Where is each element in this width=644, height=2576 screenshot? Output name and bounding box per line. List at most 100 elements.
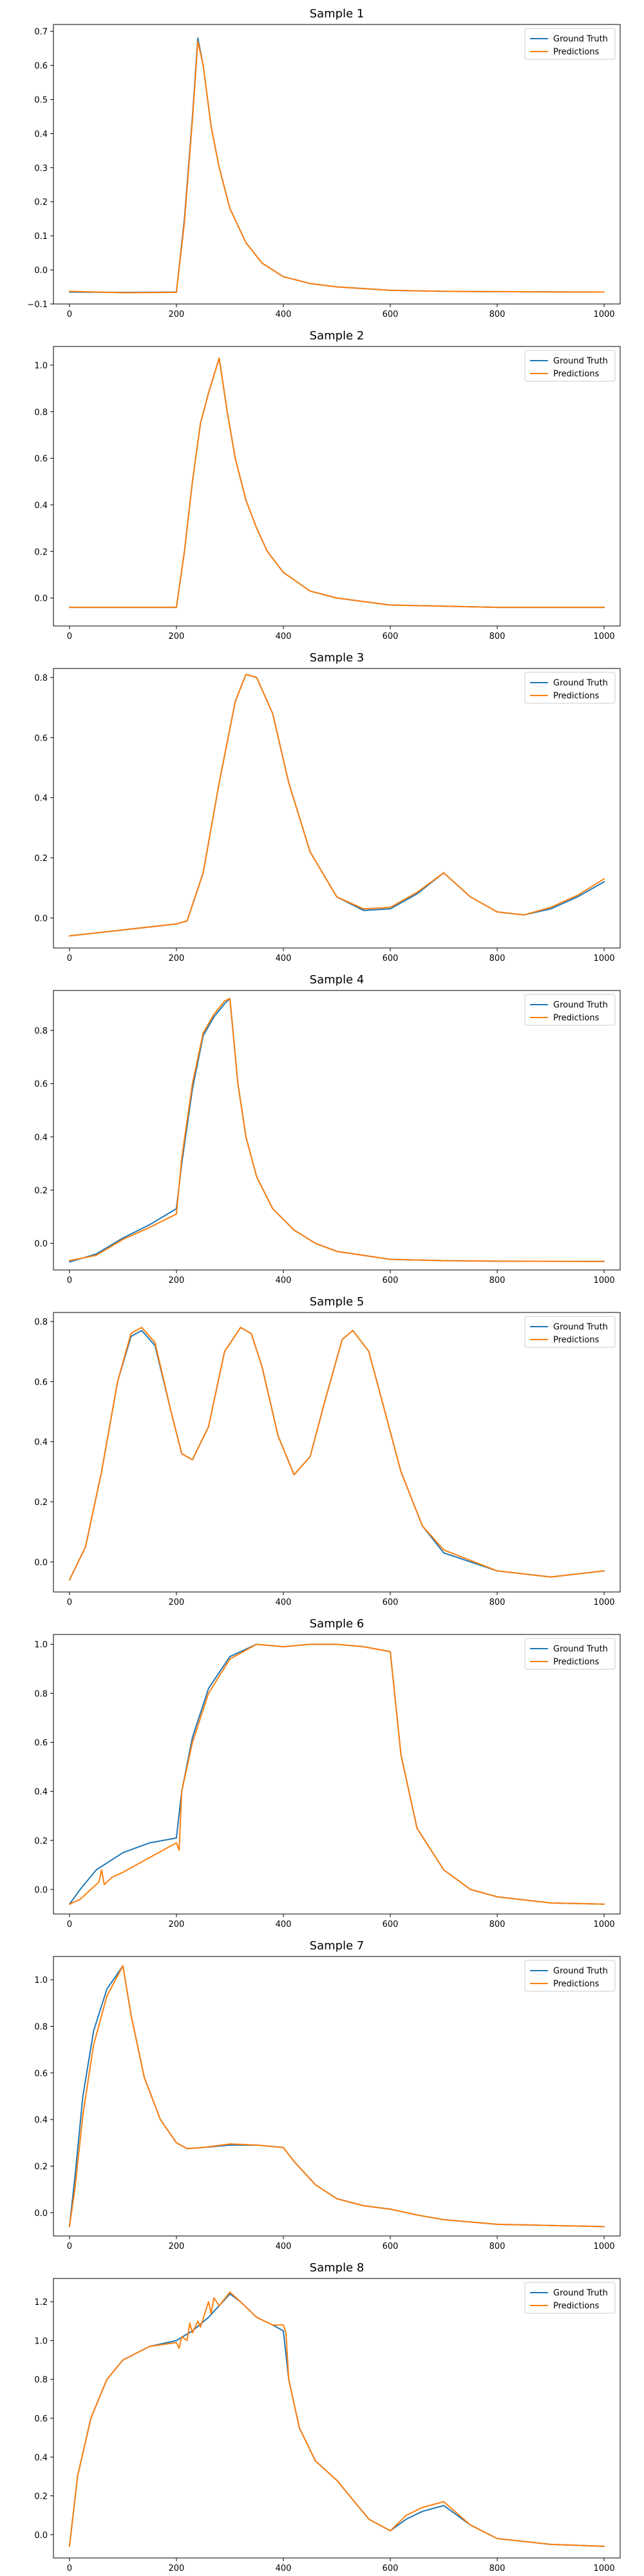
legend-label: Predictions <box>553 1014 600 1023</box>
x-tick-label: 400 <box>276 632 292 641</box>
y-tick-label: 1.0 <box>34 1976 48 1985</box>
x-tick-label: 800 <box>489 2564 506 2573</box>
y-tick-label: 0.8 <box>34 2376 48 2385</box>
x-tick-label: 1000 <box>594 1598 615 1607</box>
y-tick-label: 0.8 <box>34 674 48 683</box>
y-tick-label: 0.6 <box>34 62 48 71</box>
y-tick-label: 0.4 <box>34 2116 48 2125</box>
chart-panel-5: Sample 5 0 200 400 600 800 1000 0.0 0.2 0.4 0.6 0.8… <box>34 1295 621 1607</box>
x-tick-label: 800 <box>489 1598 506 1607</box>
x-tick-label: 0 <box>67 954 72 963</box>
series-line-predictions <box>68 41 605 294</box>
series-line-predictions <box>68 1965 605 2228</box>
x-tick-label: 0 <box>67 310 72 319</box>
chart-panel-2: Sample 2 0 200 400 600 800 1000 0.0 0.2 0.4 0.6 0.8… <box>34 329 621 641</box>
y-tick-label: 0.6 <box>34 1080 48 1090</box>
legend-label: Predictions <box>553 370 600 379</box>
y-tick-label: −0.1 <box>27 300 48 310</box>
chart-title: Sample 4 <box>310 973 365 987</box>
legend: Ground Truth Predictions <box>524 1638 616 1670</box>
y-tick-label: 0.6 <box>34 734 48 743</box>
chart-title: Sample 6 <box>310 1617 365 1631</box>
x-tick-label: 600 <box>383 1920 399 1929</box>
x-tick-label: 600 <box>383 1276 399 1285</box>
legend-label: Ground Truth <box>553 35 608 44</box>
y-tick-label: 0.2 <box>34 2492 48 2502</box>
legend: Ground Truth Predictions <box>524 1960 616 1992</box>
legend: Ground Truth Predictions <box>524 994 616 1026</box>
x-tick-label: 600 <box>383 310 399 319</box>
y-tick-label: 0.2 <box>34 1837 48 1846</box>
chart-title: Sample 3 <box>310 651 365 665</box>
x-tick-label: 600 <box>383 632 399 641</box>
legend: Ground Truth Predictions <box>524 28 616 60</box>
x-tick-label: 0 <box>67 1276 72 1285</box>
x-tick-label: 800 <box>489 954 506 963</box>
y-tick-label: 0.2 <box>34 2163 48 2172</box>
y-tick-label: 0.0 <box>34 2209 48 2219</box>
chart-title: Sample 5 <box>310 1295 365 1309</box>
y-tick-label: 0.0 <box>34 266 48 276</box>
y-tick-label: 0.4 <box>34 129 48 139</box>
legend: Ground Truth Predictions <box>524 350 616 382</box>
legend-label: Ground Truth <box>553 1967 608 1976</box>
y-tick-label: 0.6 <box>34 455 48 464</box>
x-tick-label: 800 <box>489 1276 506 1285</box>
y-tick-label: 0.0 <box>34 1240 48 1249</box>
x-tick-label: 200 <box>169 2242 185 2251</box>
x-tick-label: 0 <box>67 2242 72 2251</box>
chart-panel-1: Sample 1 0 200 400 600 800 1000 −0.1 0.0 0.1 0.2 0.… <box>27 7 621 319</box>
x-tick-label: 200 <box>169 1598 185 1607</box>
x-tick-label: 400 <box>276 1598 292 1607</box>
x-tick-label: 200 <box>169 310 185 319</box>
legend-label: Predictions <box>553 692 600 701</box>
legend-label: Ground Truth <box>553 679 608 688</box>
x-tick-label: 0 <box>67 1920 72 1929</box>
series-line-predictions <box>68 1643 605 1905</box>
axes-frame <box>53 346 621 627</box>
y-tick-label: 0.8 <box>34 1027 48 1036</box>
x-tick-label: 200 <box>169 2564 185 2573</box>
y-tick-label: 0.6 <box>34 2414 48 2424</box>
legend-label: Predictions <box>553 1336 600 1345</box>
x-tick-label: 600 <box>383 1598 399 1607</box>
legend-label: Predictions <box>553 48 600 57</box>
y-tick-label: 0.4 <box>34 2453 48 2463</box>
x-tick-label: 1000 <box>594 310 615 319</box>
x-tick-label: 1000 <box>594 1276 615 1285</box>
y-tick-label: 1.0 <box>34 2336 48 2346</box>
x-tick-label: 1000 <box>594 2564 615 2573</box>
x-tick-label: 600 <box>383 954 399 963</box>
y-tick-label: 1.0 <box>34 361 48 371</box>
x-tick-label: 1000 <box>594 954 615 963</box>
chart-panel-7: Sample 7 0 200 400 600 800 1000 0.0 0.2 0.4 0.6 0.8… <box>34 1939 621 2251</box>
chart-panel-3: Sample 3 0 200 400 600 800 1000 0.0 0.2 0.4 0.6 0.8… <box>34 651 621 963</box>
y-tick-label: 0.2 <box>34 1186 48 1196</box>
y-tick-label: 0.2 <box>34 198 48 207</box>
axes-frame <box>53 1956 621 2237</box>
legend-label: Predictions <box>553 2302 600 2311</box>
axes-frame <box>53 990 621 1271</box>
legend: Ground Truth Predictions <box>524 1316 616 1348</box>
y-tick-label: 0.4 <box>34 1133 48 1142</box>
y-tick-label: 0.0 <box>34 1558 48 1567</box>
x-tick-label: 400 <box>276 1920 292 1929</box>
x-tick-label: 800 <box>489 632 506 641</box>
x-tick-label: 1000 <box>594 632 615 641</box>
y-tick-label: 0.4 <box>34 794 48 804</box>
axes-frame <box>53 24 621 305</box>
legend-label: Ground Truth <box>553 1645 608 1654</box>
y-tick-label: 0.6 <box>34 1378 48 1387</box>
x-tick-label: 0 <box>67 1598 72 1607</box>
y-tick-label: 0.8 <box>34 1689 48 1699</box>
y-tick-label: 1.0 <box>34 1640 48 1650</box>
y-tick-label: 0.2 <box>34 854 48 864</box>
chart-title: Sample 8 <box>310 2261 365 2275</box>
chart-panel-6: Sample 6 0 200 400 600 800 1000 0.0 0.2 0.4 0.6 0.8… <box>34 1617 621 1929</box>
chart-title: Sample 1 <box>310 7 365 21</box>
x-tick-label: 1000 <box>594 2242 615 2251</box>
y-tick-label: 0.8 <box>34 408 48 417</box>
x-tick-label: 200 <box>169 1920 185 1929</box>
y-tick-label: 0.6 <box>34 1739 48 1748</box>
y-tick-label: 0.2 <box>34 1498 48 1508</box>
